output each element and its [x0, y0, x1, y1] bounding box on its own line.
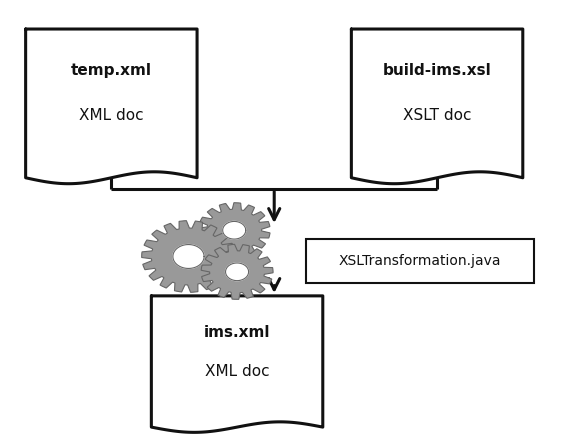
- Text: XSLT doc: XSLT doc: [403, 108, 471, 123]
- Text: build-ims.xsl: build-ims.xsl: [383, 63, 492, 78]
- Polygon shape: [173, 245, 204, 268]
- Polygon shape: [223, 222, 246, 239]
- Text: XML doc: XML doc: [79, 108, 144, 123]
- Text: XSLTransformation.java: XSLTransformation.java: [339, 254, 501, 268]
- Text: temp.xml: temp.xml: [71, 63, 152, 78]
- Polygon shape: [201, 244, 273, 299]
- Polygon shape: [142, 221, 235, 292]
- Polygon shape: [151, 296, 323, 432]
- Polygon shape: [226, 263, 249, 280]
- Bar: [306, 239, 534, 283]
- Polygon shape: [198, 203, 270, 258]
- Text: XML doc: XML doc: [205, 365, 269, 380]
- Polygon shape: [351, 29, 523, 184]
- Text: ims.xml: ims.xml: [204, 325, 270, 340]
- Polygon shape: [25, 29, 197, 184]
